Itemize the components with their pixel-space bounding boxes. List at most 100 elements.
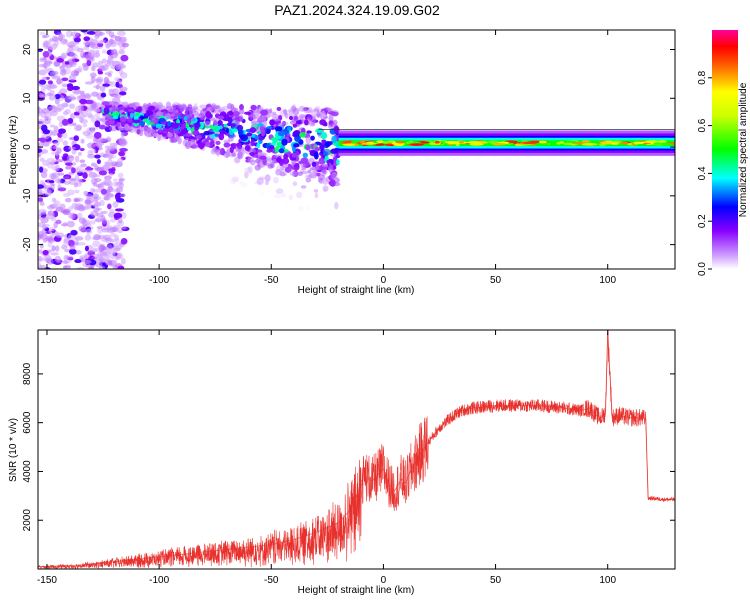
heatmap-cell [657, 140, 667, 143]
heatmap-cell [115, 81, 120, 88]
heatmap-cell [240, 134, 248, 142]
heatmap-cell [56, 78, 64, 85]
heatmap-cell [38, 63, 47, 68]
heatmap-cell [266, 125, 273, 130]
heatmap-cell [354, 143, 359, 146]
heatmap-cell [272, 137, 279, 144]
heatmap-cell [111, 107, 119, 112]
heatmap-cell [55, 232, 65, 239]
heatmap-cell [89, 171, 95, 176]
heatmap-cell [84, 234, 92, 241]
heatmap-cell [254, 164, 262, 171]
heatmap-cell [218, 133, 225, 141]
heatmap-cell [275, 188, 284, 195]
heatmap-cell [260, 109, 269, 116]
heatmap-cell [321, 139, 327, 143]
heatmap-cell [105, 62, 112, 67]
heatmap-cell [73, 70, 79, 76]
heatmap-cell [100, 210, 108, 215]
heatmap-cell [227, 116, 233, 124]
heatmap-cell [107, 73, 112, 78]
snr-x-tick-label: -150 [37, 575, 57, 586]
heatmap-cell [113, 212, 123, 219]
heatmap-cell [110, 34, 118, 39]
heatmap-cell [74, 250, 82, 255]
heatmap-cell [59, 203, 66, 210]
heatmap-cell [581, 140, 591, 143]
heatmap-x-tick-label: 100 [599, 275, 616, 286]
heatmap-cell [230, 103, 235, 111]
heatmap-cell [177, 137, 182, 145]
heatmap-cell [42, 76, 48, 81]
heatmap-cell [38, 124, 42, 130]
heatmap-cell [61, 102, 68, 108]
heatmap-cell [98, 170, 107, 176]
heatmap-cell [107, 186, 114, 193]
heatmap-cell [68, 103, 76, 109]
heatmap-cell [255, 126, 260, 134]
heatmap-cell [269, 162, 275, 169]
snr-series-line [38, 332, 675, 568]
heatmap-cell [297, 205, 304, 211]
heatmap-cell [314, 147, 320, 152]
heatmap-cell [96, 78, 103, 86]
heatmap-cell [319, 119, 327, 126]
heatmap-cell [74, 236, 84, 241]
heatmap-cell [231, 152, 236, 157]
heatmap-cell [311, 161, 317, 168]
heatmap-cell [563, 140, 578, 144]
heatmap-cell [294, 162, 300, 168]
heatmap-cell [45, 40, 52, 47]
heatmap-cell [120, 54, 129, 62]
heatmap-cell [68, 79, 77, 83]
heatmap-cell [100, 92, 107, 98]
heatmap-cell [89, 220, 96, 225]
heatmap-cell [491, 142, 506, 146]
heatmap-cell [172, 103, 177, 108]
heatmap-cell [660, 143, 672, 146]
heatmap-cell [55, 150, 60, 156]
heatmap-cell [265, 143, 270, 149]
heatmap-cell [300, 163, 306, 167]
heatmap-cell [313, 151, 319, 160]
heatmap-cell [238, 108, 245, 115]
heatmap-cell [48, 94, 57, 101]
heatmap-cell [94, 167, 104, 171]
heatmap-cell [322, 169, 328, 175]
heatmap-cell [97, 70, 104, 75]
heatmap-cell [105, 41, 111, 49]
heatmap-cell [62, 140, 69, 146]
heatmap-cell [87, 153, 96, 159]
heatmap-cell [249, 159, 256, 166]
heatmap-cell [121, 226, 127, 230]
heatmap-cell [107, 238, 116, 243]
heatmap-cell [128, 102, 134, 108]
heatmap-cell [273, 118, 281, 122]
heatmap-cell [158, 117, 166, 123]
heatmap-cell [94, 30, 103, 37]
heatmap-cell [49, 183, 56, 187]
heatmap-cell [118, 49, 125, 55]
heatmap-cell [310, 135, 315, 141]
heatmap-cell [110, 253, 116, 260]
heatmap-cell [84, 253, 90, 260]
heatmap-cell [91, 237, 100, 241]
heatmap-cell [440, 140, 445, 144]
heatmap-cell [395, 140, 406, 144]
heatmap-cell [63, 176, 70, 180]
heatmap-cell [39, 92, 44, 99]
heatmap-cell [232, 110, 240, 117]
heatmap-cell [259, 114, 267, 121]
heatmap-cell [119, 193, 126, 198]
heatmap-cell [158, 105, 166, 111]
heatmap-cell [242, 189, 250, 194]
heatmap-cell [62, 240, 69, 248]
heatmap-cell [186, 141, 195, 147]
heatmap-cell [330, 159, 334, 166]
heatmap-cell [113, 178, 118, 182]
heatmap-cell [291, 152, 296, 158]
heatmap-cell [292, 107, 300, 116]
heatmap-cell [278, 148, 285, 154]
heatmap-cell [59, 65, 66, 72]
heatmap-cell [71, 149, 77, 155]
